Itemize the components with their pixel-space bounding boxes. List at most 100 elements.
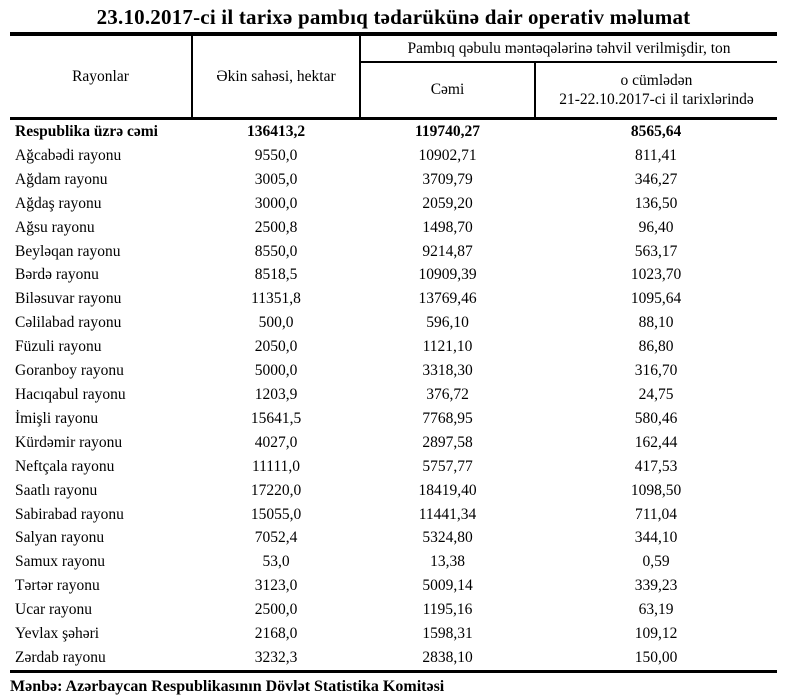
sown-area-cell: 2050,0 <box>254 338 298 356</box>
table-row: Saatlı rayonu 17220,0 18419,40 1098,50 <box>10 479 777 503</box>
sown-area-cell: 53,0 <box>262 553 290 571</box>
recent-delivered-cell: 1098,50 <box>630 481 682 499</box>
sown-area-cell: 15055,0 <box>250 505 302 523</box>
table-row: Biləsuvar rayonu 11351,8 13769,46 1095,6… <box>10 287 777 311</box>
region-name-cell: Tərtər rayonu <box>15 577 100 595</box>
table-row: Füzuli rayonu 2050,0 1121,10 86,80 <box>10 335 777 359</box>
total-delivered-cell: 10902,71 <box>418 146 477 164</box>
region-name-cell: Bərdə rayonu <box>15 266 99 284</box>
region-name-cell: Ağdam rayonu <box>15 170 108 188</box>
region-name-cell: Cəlilabad rayonu <box>15 314 122 332</box>
total-delivered-cell: 5324,80 <box>422 529 473 547</box>
cotton-procurement-table: Rayonlar Əkin sahəsi, hektar Pambıq qəbu… <box>10 32 777 673</box>
table-row: Ağsu rayonu 2500,8 1498,70 96,40 <box>10 216 777 240</box>
table-total-row: Respublika üzrə cəmi 136413,2 119740,27 … <box>10 119 777 144</box>
recent-delivered-cell: 109,12 <box>634 625 678 643</box>
table-wrap: Rayonlar Əkin sahəsi, hektar Pambıq qəbu… <box>10 32 777 673</box>
sown-area-cell: 4027,0 <box>254 433 298 451</box>
table-row: Ağcabədi rayonu 9550,0 10902,71 811,41 <box>10 144 777 168</box>
table-row: Ağdam rayonu 3005,0 3709,79 346,27 <box>10 168 777 192</box>
region-name-cell: Ucar rayonu <box>15 601 93 619</box>
table-row: Sabirabad rayonu 15055,0 11441,34 711,04 <box>10 503 777 527</box>
table-row: İmişli rayonu 15641,5 7768,95 580,46 <box>10 407 777 431</box>
sown-area-cell: 11111,0 <box>251 457 301 475</box>
table-row: Tərtər rayonu 3123,0 5009,14 339,23 <box>10 574 777 598</box>
table-row: Beyləqan rayonu 8550,0 9214,87 563,17 <box>10 240 777 264</box>
total-delivered-cell: 1195,16 <box>422 601 473 619</box>
recent-delivered-cell: 580,46 <box>634 409 678 427</box>
table-row: Hacıqabul rayonu 1203,9 376,72 24,75 <box>10 383 777 407</box>
table-row: Ağdaş rayonu 3000,0 2059,20 136,50 <box>10 192 777 216</box>
total-delivered-cell: 18419,40 <box>418 481 477 499</box>
total-delivered-cell: 2059,20 <box>422 194 473 212</box>
region-name-cell: Respublika üzrə cəmi <box>15 123 158 140</box>
total-delivered-cell: 119740,27 <box>414 123 481 140</box>
table-row: Bərdə rayonu 8518,5 10909,39 1023,70 <box>10 263 777 287</box>
sown-area-cell: 8550,0 <box>254 242 298 260</box>
column-header-including-line1: o cümlədən <box>620 71 693 89</box>
region-name-cell: Neftçala rayonu <box>15 457 115 475</box>
region-name-cell: İmişli rayonu <box>15 409 99 427</box>
total-delivered-cell: 13769,46 <box>418 290 477 308</box>
table-body: Respublika üzrə cəmi 136413,2 119740,27 … <box>10 119 777 673</box>
sown-area-cell: 2168,0 <box>254 625 298 643</box>
column-header-sown-area: Əkin sahəsi, hektar <box>192 34 361 120</box>
region-name-cell: Beyləqan rayonu <box>15 242 121 260</box>
sown-area-cell: 136413,2 <box>246 123 306 140</box>
region-name-cell: Goranboy rayonu <box>15 362 124 380</box>
recent-delivered-cell: 344,10 <box>634 529 678 547</box>
sown-area-cell: 9550,0 <box>254 146 298 164</box>
recent-delivered-cell: 88,10 <box>638 314 674 332</box>
sown-area-cell: 3005,0 <box>254 170 298 188</box>
region-name-cell: Ağsu rayonu <box>15 218 95 236</box>
total-delivered-cell: 1498,70 <box>422 218 473 236</box>
recent-delivered-cell: 316,70 <box>634 362 678 380</box>
recent-delivered-cell: 96,40 <box>638 218 674 236</box>
sown-area-cell: 2500,8 <box>254 218 298 236</box>
sown-area-cell: 5000,0 <box>254 362 298 380</box>
recent-delivered-cell: 811,41 <box>634 146 678 164</box>
total-delivered-cell: 2897,58 <box>422 433 473 451</box>
recent-delivered-cell: 0,59 <box>642 553 670 571</box>
table-row: Yevlax şəhəri 2168,0 1598,31 109,12 <box>10 622 777 646</box>
recent-delivered-cell: 150,00 <box>535 645 777 673</box>
region-name-cell: Salyan rayonu <box>15 529 105 547</box>
sown-area-cell: 3232,3 <box>192 645 360 673</box>
table-row: Goranboy rayonu 5000,0 3318,30 316,70 <box>10 359 777 383</box>
region-name-cell: Kürdəmir rayonu <box>15 433 123 451</box>
column-header-total: Cəmi <box>360 62 536 120</box>
sown-area-cell: 3123,0 <box>254 577 298 595</box>
region-name-cell: Füzuli rayonu <box>15 338 102 356</box>
sown-area-cell: 15641,5 <box>250 409 302 427</box>
region-name-cell: Ağdaş rayonu <box>15 194 102 212</box>
column-header-regions: Rayonlar <box>10 34 193 120</box>
column-header-including-line2: 21-22.10.2017-ci il tarixlərində <box>559 91 754 108</box>
recent-delivered-cell: 1023,70 <box>630 266 682 284</box>
recent-delivered-cell: 8565,64 <box>630 123 682 140</box>
total-delivered-cell: 596,10 <box>426 314 469 332</box>
total-delivered-cell: 3318,30 <box>422 362 473 380</box>
recent-delivered-cell: 162,44 <box>634 433 678 451</box>
region-name-cell: Samux rayonu <box>15 553 105 571</box>
total-delivered-cell: 13,38 <box>430 553 465 571</box>
sown-area-cell: 17220,0 <box>250 481 302 499</box>
page-title: 23.10.2017-ci il tarixə pambıq tədarükün… <box>96 5 691 29</box>
sown-area-cell: 2500,0 <box>254 601 298 619</box>
column-header-delivered-group: Pambıq qəbulu məntəqələrinə təhvil veril… <box>360 34 777 63</box>
region-name-cell: Saatlı rayonu <box>15 481 98 499</box>
region-name-cell: Sabirabad rayonu <box>15 505 124 523</box>
sown-area-cell: 500,0 <box>258 314 294 332</box>
recent-delivered-cell: 417,53 <box>634 457 678 475</box>
table-row: Salyan rayonu 7052,4 5324,80 344,10 <box>10 526 777 550</box>
total-delivered-cell: 7768,95 <box>422 409 473 427</box>
sown-area-cell: 3000,0 <box>254 194 298 212</box>
sown-area-cell: 8518,5 <box>254 266 298 284</box>
sown-area-cell: 7052,4 <box>254 529 298 547</box>
sown-area-cell: 11351,8 <box>251 290 301 308</box>
total-delivered-cell: 3709,79 <box>422 170 473 188</box>
header-row-1: Rayonlar Əkin sahəsi, hektar Pambıq qəbu… <box>10 34 777 120</box>
total-delivered-cell: 5009,14 <box>422 577 473 595</box>
table-row: Zərdab rayonu 3232,3 2838,10 150,00 <box>10 645 777 673</box>
total-delivered-cell: 1121,10 <box>422 338 473 356</box>
